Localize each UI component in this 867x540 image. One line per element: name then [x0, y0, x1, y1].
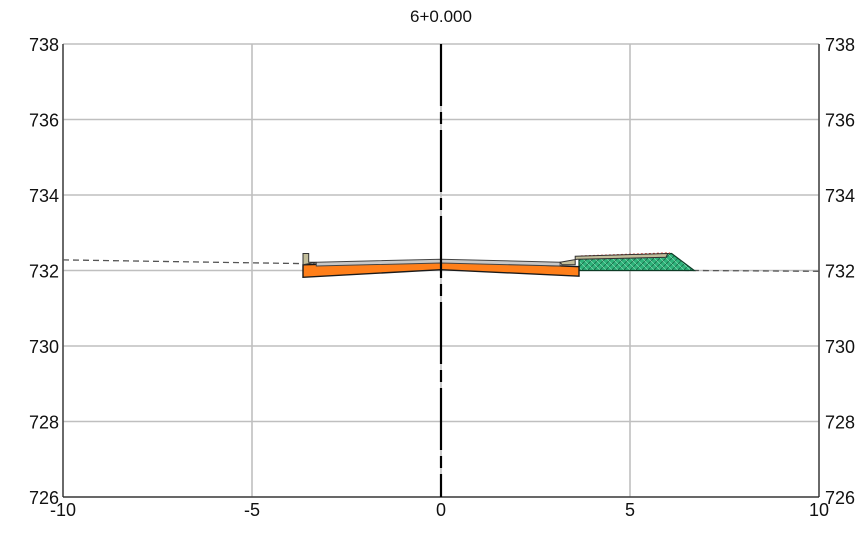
y-tick-labels-left: 726 728 730 732 734 736 738 [29, 35, 59, 508]
y-tick-label-right: 734 [825, 186, 855, 206]
y-tick-label-right: 736 [825, 111, 855, 131]
y-tick-label-left: 738 [29, 35, 59, 55]
y-tick-label-left: 726 [29, 488, 59, 508]
y-tick-label-right: 730 [825, 337, 855, 357]
y-tick-label-left: 728 [29, 413, 59, 433]
curb-left [302, 253, 317, 266]
y-tick-label-right: 732 [825, 262, 855, 282]
x-tick-label: -10 [50, 500, 76, 520]
x-tick-label: -5 [244, 500, 260, 520]
y-tick-label-left: 732 [29, 262, 59, 282]
y-tick-labels-right: 726 728 730 732 734 736 738 [825, 35, 855, 508]
section-marks [62, 44, 820, 497]
y-tick-label-left: 730 [29, 337, 59, 357]
chart-title: 6+0.000 [410, 7, 472, 26]
x-tick-label: 0 [436, 500, 446, 520]
y-tick-label-right: 738 [825, 35, 855, 55]
x-tick-label: 5 [625, 500, 635, 520]
x-tick-label: 10 [809, 500, 829, 520]
y-tick-label-right: 726 [825, 488, 855, 508]
y-tick-label-left: 736 [29, 111, 59, 131]
y-tick-label-right: 728 [825, 413, 855, 433]
curb-right [559, 252, 669, 266]
x-tick-labels: -10 -5 0 5 10 [50, 500, 829, 520]
y-tick-label-left: 734 [29, 186, 59, 206]
